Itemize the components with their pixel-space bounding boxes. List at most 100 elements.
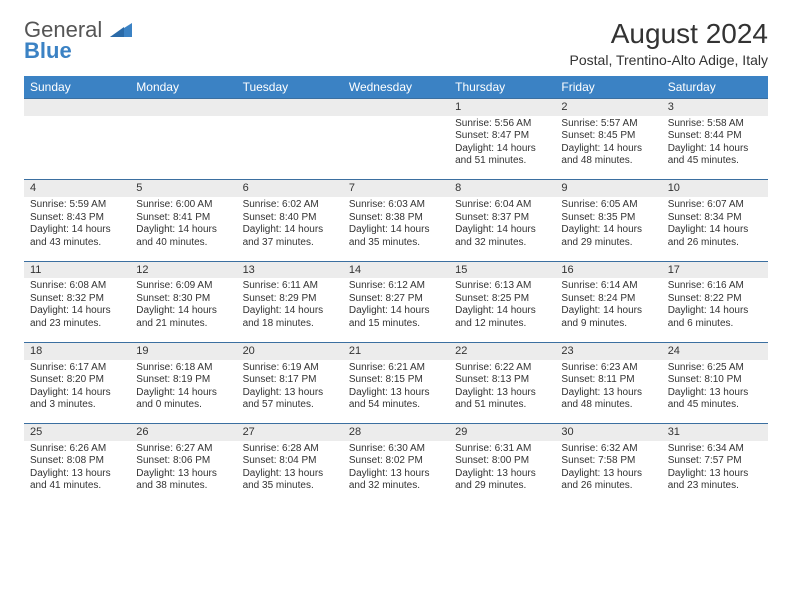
sunrise-text: Sunrise: 6:25 AM — [668, 362, 762, 375]
title-block: August 2024 Postal, Trentino-Alto Adige,… — [570, 18, 768, 68]
daylight-text: Daylight: 14 hours and 37 minutes. — [243, 224, 337, 249]
daylight-text: Daylight: 13 hours and 26 minutes. — [561, 468, 655, 493]
day-number: 26 — [130, 424, 236, 441]
sunset-text: Sunset: 8:22 PM — [668, 293, 762, 306]
daylight-text: Daylight: 14 hours and 12 minutes. — [455, 305, 549, 330]
sunrise-text: Sunrise: 6:03 AM — [349, 199, 443, 212]
daylight-text: Daylight: 14 hours and 9 minutes. — [561, 305, 655, 330]
day-cell: Sunrise: 5:59 AMSunset: 8:43 PMDaylight:… — [24, 197, 130, 261]
day-cell: Sunrise: 6:05 AMSunset: 8:35 PMDaylight:… — [555, 197, 661, 261]
calendar-page: General Blue August 2024 Postal, Trentin… — [0, 0, 792, 517]
sunrise-text: Sunrise: 6:08 AM — [30, 280, 124, 293]
day-cell: Sunrise: 6:04 AMSunset: 8:37 PMDaylight:… — [449, 197, 555, 261]
day-number: 15 — [449, 261, 555, 278]
day-cell: Sunrise: 6:08 AMSunset: 8:32 PMDaylight:… — [24, 278, 130, 342]
day-cell: Sunrise: 6:00 AMSunset: 8:41 PMDaylight:… — [130, 197, 236, 261]
day-cell: Sunrise: 6:27 AMSunset: 8:06 PMDaylight:… — [130, 441, 236, 505]
day-number: 25 — [24, 424, 130, 441]
daylight-text: Daylight: 13 hours and 54 minutes. — [349, 387, 443, 412]
day-header: Friday — [555, 76, 661, 99]
day-number: 6 — [237, 180, 343, 197]
detail-row: Sunrise: 5:59 AMSunset: 8:43 PMDaylight:… — [24, 197, 768, 261]
day-cell: Sunrise: 6:30 AMSunset: 8:02 PMDaylight:… — [343, 441, 449, 505]
sunset-text: Sunset: 8:30 PM — [136, 293, 230, 306]
day-cell: Sunrise: 6:03 AMSunset: 8:38 PMDaylight:… — [343, 197, 449, 261]
daylight-text: Daylight: 14 hours and 26 minutes. — [668, 224, 762, 249]
page-subtitle: Postal, Trentino-Alto Adige, Italy — [570, 52, 768, 68]
sunrise-text: Sunrise: 6:21 AM — [349, 362, 443, 375]
day-number: 24 — [662, 342, 768, 359]
day-number: 13 — [237, 261, 343, 278]
sunset-text: Sunset: 8:40 PM — [243, 212, 337, 225]
daylight-text: Daylight: 13 hours and 29 minutes. — [455, 468, 549, 493]
sunset-text: Sunset: 8:19 PM — [136, 374, 230, 387]
sunrise-text: Sunrise: 6:32 AM — [561, 443, 655, 456]
sunset-text: Sunset: 8:29 PM — [243, 293, 337, 306]
day-number: 18 — [24, 342, 130, 359]
sunrise-text: Sunrise: 6:12 AM — [349, 280, 443, 293]
sunrise-text: Sunrise: 6:17 AM — [30, 362, 124, 375]
daylight-text: Daylight: 14 hours and 29 minutes. — [561, 224, 655, 249]
sunset-text: Sunset: 8:47 PM — [455, 130, 549, 143]
day-header-row: Sunday Monday Tuesday Wednesday Thursday… — [24, 76, 768, 99]
calendar-table: Sunday Monday Tuesday Wednesday Thursday… — [24, 76, 768, 505]
day-number: 20 — [237, 342, 343, 359]
day-cell — [237, 116, 343, 180]
day-header: Sunday — [24, 76, 130, 99]
day-cell: Sunrise: 6:25 AMSunset: 8:10 PMDaylight:… — [662, 360, 768, 424]
sunrise-text: Sunrise: 6:07 AM — [668, 199, 762, 212]
day-cell — [24, 116, 130, 180]
sunset-text: Sunset: 7:57 PM — [668, 455, 762, 468]
daylight-text: Daylight: 13 hours and 57 minutes. — [243, 387, 337, 412]
sunset-text: Sunset: 8:34 PM — [668, 212, 762, 225]
daylight-text: Daylight: 14 hours and 3 minutes. — [30, 387, 124, 412]
day-number: 7 — [343, 180, 449, 197]
sunset-text: Sunset: 7:58 PM — [561, 455, 655, 468]
day-cell: Sunrise: 6:28 AMSunset: 8:04 PMDaylight:… — [237, 441, 343, 505]
daylight-text: Daylight: 14 hours and 35 minutes. — [349, 224, 443, 249]
day-cell: Sunrise: 6:22 AMSunset: 8:13 PMDaylight:… — [449, 360, 555, 424]
sunrise-text: Sunrise: 6:28 AM — [243, 443, 337, 456]
day-number — [237, 99, 343, 116]
sunrise-text: Sunrise: 6:26 AM — [30, 443, 124, 456]
sunset-text: Sunset: 8:17 PM — [243, 374, 337, 387]
day-cell: Sunrise: 6:13 AMSunset: 8:25 PMDaylight:… — [449, 278, 555, 342]
day-cell: Sunrise: 6:32 AMSunset: 7:58 PMDaylight:… — [555, 441, 661, 505]
sunrise-text: Sunrise: 6:31 AM — [455, 443, 549, 456]
daynum-row: 11121314151617 — [24, 261, 768, 278]
daylight-text: Daylight: 14 hours and 51 minutes. — [455, 143, 549, 168]
day-cell: Sunrise: 5:57 AMSunset: 8:45 PMDaylight:… — [555, 116, 661, 180]
day-number: 8 — [449, 180, 555, 197]
day-number: 30 — [555, 424, 661, 441]
daylight-text: Daylight: 14 hours and 45 minutes. — [668, 143, 762, 168]
sunrise-text: Sunrise: 6:19 AM — [243, 362, 337, 375]
day-cell: Sunrise: 6:16 AMSunset: 8:22 PMDaylight:… — [662, 278, 768, 342]
sunset-text: Sunset: 8:35 PM — [561, 212, 655, 225]
sunset-text: Sunset: 8:41 PM — [136, 212, 230, 225]
daylight-text: Daylight: 14 hours and 40 minutes. — [136, 224, 230, 249]
sunrise-text: Sunrise: 6:30 AM — [349, 443, 443, 456]
day-number: 29 — [449, 424, 555, 441]
day-cell: Sunrise: 6:07 AMSunset: 8:34 PMDaylight:… — [662, 197, 768, 261]
day-number: 16 — [555, 261, 661, 278]
day-number: 17 — [662, 261, 768, 278]
day-number — [343, 99, 449, 116]
sunset-text: Sunset: 8:27 PM — [349, 293, 443, 306]
daylight-text: Daylight: 14 hours and 23 minutes. — [30, 305, 124, 330]
daylight-text: Daylight: 14 hours and 21 minutes. — [136, 305, 230, 330]
daylight-text: Daylight: 13 hours and 38 minutes. — [136, 468, 230, 493]
day-number: 23 — [555, 342, 661, 359]
day-number — [24, 99, 130, 116]
day-number: 3 — [662, 99, 768, 116]
daylight-text: Daylight: 14 hours and 43 minutes. — [30, 224, 124, 249]
sunrise-text: Sunrise: 6:23 AM — [561, 362, 655, 375]
sunset-text: Sunset: 8:08 PM — [30, 455, 124, 468]
sunrise-text: Sunrise: 6:11 AM — [243, 280, 337, 293]
daylight-text: Daylight: 14 hours and 6 minutes. — [668, 305, 762, 330]
day-cell: Sunrise: 6:12 AMSunset: 8:27 PMDaylight:… — [343, 278, 449, 342]
day-cell: Sunrise: 6:18 AMSunset: 8:19 PMDaylight:… — [130, 360, 236, 424]
day-number: 11 — [24, 261, 130, 278]
header: General Blue August 2024 Postal, Trentin… — [24, 18, 768, 68]
day-cell: Sunrise: 6:21 AMSunset: 8:15 PMDaylight:… — [343, 360, 449, 424]
sunset-text: Sunset: 8:10 PM — [668, 374, 762, 387]
